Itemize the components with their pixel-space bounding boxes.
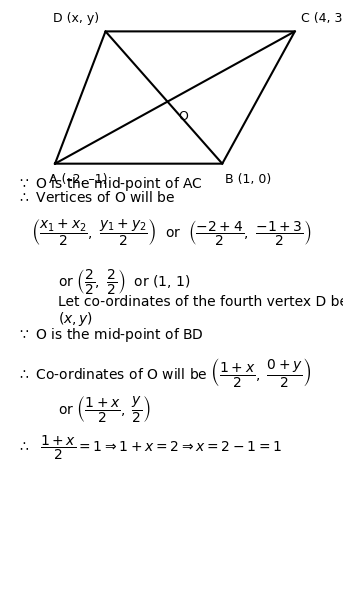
Text: $\because$ O is the mid-point of BD: $\because$ O is the mid-point of BD	[17, 326, 204, 344]
Text: or $\left(\dfrac{2}{2},\ \dfrac{2}{2}\right)$  or (1, 1): or $\left(\dfrac{2}{2},\ \dfrac{2}{2}\ri…	[58, 267, 191, 295]
Text: $\therefore$ Co-ordinates of O will be $\left(\dfrac{1+x}{2},\ \dfrac{0+y}{2}\ri: $\therefore$ Co-ordinates of O will be $…	[17, 356, 312, 389]
Text: or $\left(\dfrac{1+x}{2},\ \dfrac{y}{2}\right)$: or $\left(\dfrac{1+x}{2},\ \dfrac{y}{2}\…	[58, 394, 151, 424]
Text: $\therefore$  $\dfrac{1+x}{2} = 1 \Rightarrow 1 + x = 2 \Rightarrow x = 2 - 1 = : $\therefore$ $\dfrac{1+x}{2} = 1 \Righta…	[17, 434, 282, 462]
Text: $\left(\dfrac{x_1 + x_2}{2},\ \dfrac{y_1 + y_2}{2}\right)$  or  $\left(\dfrac{-2: $\left(\dfrac{x_1 + x_2}{2},\ \dfrac{y_1…	[31, 218, 312, 248]
Text: A (–2, –1): A (–2, –1)	[49, 173, 107, 186]
Text: $\because$ O is the mid-point of AC: $\because$ O is the mid-point of AC	[17, 175, 203, 192]
Text: C (4, 3): C (4, 3)	[301, 12, 343, 25]
Text: $\therefore$ Vertices of O will be: $\therefore$ Vertices of O will be	[17, 190, 176, 205]
Text: D (x, y): D (x, y)	[53, 12, 99, 25]
Text: $(x, y)$: $(x, y)$	[58, 310, 93, 328]
Text: Let co-ordinates of the fourth vertex D be: Let co-ordinates of the fourth vertex D …	[58, 295, 343, 310]
Text: O: O	[178, 110, 188, 123]
Text: B (1, 0): B (1, 0)	[225, 173, 272, 186]
